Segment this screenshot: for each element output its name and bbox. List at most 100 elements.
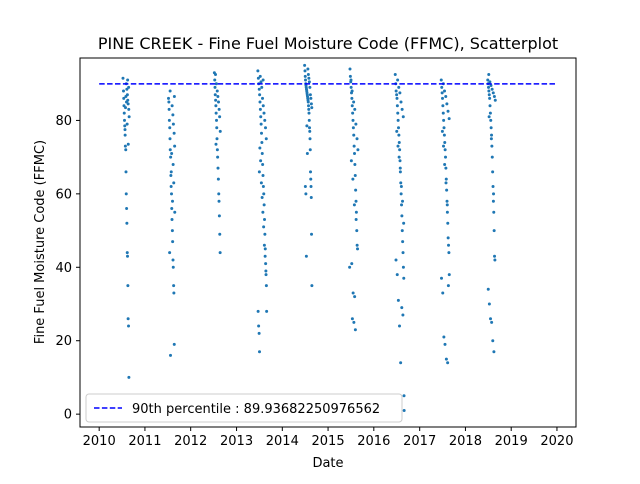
data-point <box>168 251 172 255</box>
data-point <box>303 185 307 189</box>
data-point <box>397 126 401 130</box>
data-point <box>264 137 268 141</box>
data-point <box>488 96 492 100</box>
data-point <box>173 210 177 214</box>
data-point <box>486 78 490 82</box>
data-point <box>169 173 173 177</box>
data-point <box>351 291 355 295</box>
data-point <box>352 133 356 137</box>
data-point <box>264 284 268 288</box>
data-point <box>167 100 171 104</box>
data-point <box>398 91 402 95</box>
data-point <box>263 254 267 258</box>
data-point <box>256 69 260 73</box>
data-point <box>488 80 492 84</box>
data-point <box>488 111 492 115</box>
data-point <box>487 115 491 119</box>
data-point <box>356 247 360 251</box>
data-point <box>492 229 496 233</box>
data-point <box>446 361 450 365</box>
data-point <box>169 353 172 357</box>
data-point <box>398 170 402 174</box>
data-point <box>355 137 359 141</box>
data-point <box>126 317 130 321</box>
y-tick-label: 60 <box>55 187 72 202</box>
data-point <box>443 162 447 166</box>
data-point <box>258 146 262 150</box>
data-point <box>124 192 128 196</box>
data-point <box>214 82 218 86</box>
data-point <box>218 232 222 236</box>
data-point <box>171 162 175 166</box>
data-point <box>216 95 220 99</box>
data-point <box>308 93 312 97</box>
data-point <box>216 177 220 181</box>
data-point <box>354 210 358 214</box>
data-point <box>306 73 310 77</box>
data-point <box>214 73 217 77</box>
x-tick-label: 2020 <box>540 434 573 449</box>
data-point <box>308 137 312 141</box>
data-point <box>217 107 221 111</box>
data-point <box>216 155 220 159</box>
data-point <box>215 126 219 130</box>
data-point <box>259 159 263 163</box>
data-point <box>256 76 260 80</box>
data-point <box>123 128 127 132</box>
data-point <box>261 185 265 189</box>
data-point <box>350 262 354 266</box>
data-point <box>351 126 355 130</box>
data-point <box>171 113 175 117</box>
data-point <box>258 100 262 104</box>
data-point <box>308 129 312 133</box>
data-point <box>217 100 221 104</box>
data-point <box>442 126 446 130</box>
x-axis-label: Date <box>312 456 343 471</box>
data-point <box>354 122 358 126</box>
data-point <box>171 199 175 203</box>
data-point <box>308 148 312 152</box>
data-point <box>442 144 446 148</box>
data-point <box>257 87 261 91</box>
data-point <box>262 192 266 196</box>
data-point <box>258 107 262 111</box>
data-point <box>401 251 405 255</box>
data-point <box>400 229 404 233</box>
data-point <box>352 100 356 104</box>
data-point <box>491 170 495 174</box>
data-point <box>441 291 445 295</box>
data-point <box>257 331 261 335</box>
data-point <box>446 109 450 113</box>
x-tick-label: 2019 <box>495 434 528 449</box>
data-point <box>348 265 352 269</box>
data-point <box>440 129 444 133</box>
data-point <box>489 84 493 88</box>
x-tick-label: 2017 <box>403 434 436 449</box>
data-point <box>443 140 447 144</box>
data-point <box>307 76 311 80</box>
data-point <box>307 111 311 115</box>
data-point <box>488 104 492 108</box>
data-point <box>395 129 399 133</box>
data-point <box>493 98 497 102</box>
data-point <box>350 89 354 93</box>
data-point <box>446 284 450 288</box>
data-point <box>348 74 352 78</box>
data-point <box>397 155 401 159</box>
data-point <box>262 203 266 207</box>
data-point <box>489 126 493 130</box>
data-point <box>124 106 127 110</box>
data-point <box>257 170 261 174</box>
data-point <box>263 247 267 251</box>
data-point <box>259 80 263 84</box>
data-point <box>259 115 263 119</box>
data-point <box>490 87 494 91</box>
data-point <box>398 159 402 163</box>
data-point <box>353 295 357 299</box>
data-point <box>303 69 307 73</box>
data-point <box>218 129 222 133</box>
data-point <box>401 115 405 119</box>
data-point <box>125 251 129 255</box>
data-point <box>124 170 128 174</box>
